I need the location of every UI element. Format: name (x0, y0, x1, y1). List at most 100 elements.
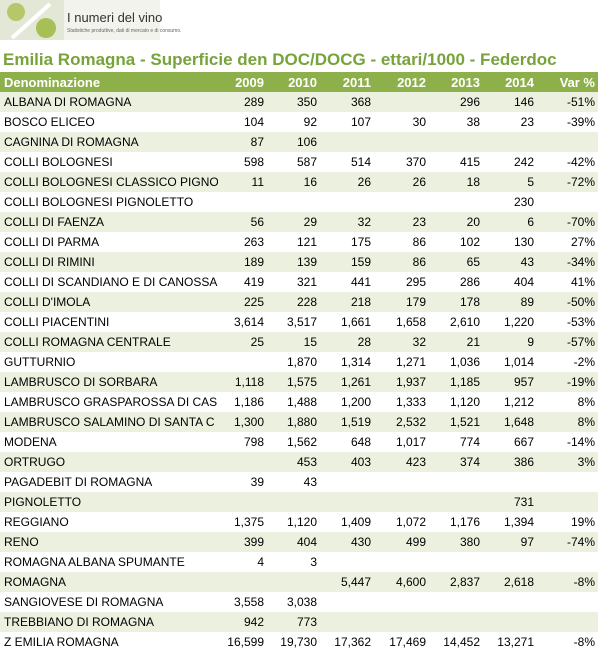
table-row: ROMAGNA 5,447 4,600 2,837 2,618 -8% (0, 572, 598, 592)
cell (429, 192, 483, 212)
cell: 1,333 (374, 392, 429, 412)
cell: 415 (429, 152, 483, 172)
cell (537, 472, 598, 492)
table-row: ORTRUGO 453 403 423 374 386 3% (0, 452, 598, 472)
row-label: RENO (0, 532, 218, 552)
cell: 295 (374, 272, 429, 292)
row-label: COLLI D'IMOLA (0, 292, 218, 312)
cell (483, 592, 537, 612)
row-label: ALBANA DI ROMAGNA (0, 92, 218, 112)
cell: 499 (374, 532, 429, 552)
cell (483, 132, 537, 152)
row-label: COLLI PIACENTINI (0, 312, 218, 332)
cell (218, 352, 267, 372)
cell (267, 192, 320, 212)
cell: 20 (429, 212, 483, 232)
cell: 17,469 (374, 632, 429, 652)
cell (218, 452, 267, 472)
cell: 228 (267, 292, 320, 312)
cell: 32 (374, 332, 429, 352)
cell (429, 552, 483, 572)
cell: 86 (374, 252, 429, 272)
table-row: RENO 399 404 430 499 380 97 -74% (0, 532, 598, 552)
cell: 92 (267, 112, 320, 132)
cell: 5,447 (320, 572, 374, 592)
cell: 18 (429, 172, 483, 192)
cell: 1,409 (320, 512, 374, 532)
cell: 1,200 (320, 392, 374, 412)
row-label: MODENA (0, 432, 218, 452)
cell: 798 (218, 432, 267, 452)
cell: 39 (218, 472, 267, 492)
table-row: LAMBRUSCO SALAMINO DI SANTA C 1,300 1,880 1… (0, 412, 598, 432)
cell: 1,120 (429, 392, 483, 412)
cell: 102 (429, 232, 483, 252)
cell (320, 552, 374, 572)
cell: -34% (537, 252, 598, 272)
table-row: ROMAGNA ALBANA SPUMANTE 4 3 (0, 552, 598, 572)
cell (429, 492, 483, 512)
table-row: COLLI DI SCANDIANO E DI CANOSSA 419 321 441… (0, 272, 598, 292)
cell: 1,300 (218, 412, 267, 432)
cell (537, 612, 598, 632)
cell: 1,176 (429, 512, 483, 532)
cell: 139 (267, 252, 320, 272)
cell: 230 (483, 192, 537, 212)
cell: 1,036 (429, 352, 483, 372)
cell: 121 (267, 232, 320, 252)
cell: 667 (483, 432, 537, 452)
cell: 598 (218, 152, 267, 172)
cell: 286 (429, 272, 483, 292)
column-header: 2014 (483, 72, 537, 92)
cell: 107 (320, 112, 374, 132)
row-label: GUTTURNIO (0, 352, 218, 372)
cell: -39% (537, 112, 598, 132)
table-row: COLLI BOLOGNESI 598 587 514 370 415 242 -42% (0, 152, 598, 172)
cell: -70% (537, 212, 598, 232)
cell: 289 (218, 92, 267, 112)
cell: 38 (429, 112, 483, 132)
cell: 23 (483, 112, 537, 132)
row-label: LAMBRUSCO DI SORBARA (0, 372, 218, 392)
cell: 159 (320, 252, 374, 272)
table-row: REGGIANO 1,375 1,120 1,409 1,072 1,176 1,394 19… (0, 512, 598, 532)
cell (218, 192, 267, 212)
cell: 32 (320, 212, 374, 232)
cell: 419 (218, 272, 267, 292)
cell: 263 (218, 232, 267, 252)
cell: 8% (537, 412, 598, 432)
cell (429, 132, 483, 152)
cell: 374 (429, 452, 483, 472)
table-row: COLLI DI FAENZA 56 29 32 23 20 6 -70% (0, 212, 598, 232)
cell: 2,532 (374, 412, 429, 432)
cell: 26 (320, 172, 374, 192)
cell: 648 (320, 432, 374, 452)
table-row: LAMBRUSCO GRASPAROSSA DI CAS 1,186 1,488 1,… (0, 392, 598, 412)
cell: 1,072 (374, 512, 429, 532)
cell (218, 492, 267, 512)
cell (374, 192, 429, 212)
column-header: 2010 (267, 72, 320, 92)
cell: 30 (374, 112, 429, 132)
cell: 28 (320, 332, 374, 352)
cell: 368 (320, 92, 374, 112)
cell (267, 572, 320, 592)
table-row: COLLI DI PARMA 263 121 175 86 102 130 27% (0, 232, 598, 252)
cell: -14% (537, 432, 598, 452)
cell: 89 (483, 292, 537, 312)
cell (537, 492, 598, 512)
cell: 423 (374, 452, 429, 472)
cell (218, 572, 267, 592)
cell: 1,575 (267, 372, 320, 392)
cell: 1,519 (320, 412, 374, 432)
cell: 56 (218, 212, 267, 232)
table-row: Z EMILIA ROMAGNA 16,599 19,730 17,362 17,469… (0, 632, 598, 652)
cell: 1,220 (483, 312, 537, 332)
cell (374, 552, 429, 572)
cell: 1,658 (374, 312, 429, 332)
cell (320, 612, 374, 632)
cell: 86 (374, 232, 429, 252)
row-label: Z EMILIA ROMAGNA (0, 632, 218, 652)
table-row: PIGNOLETTO 731 (0, 492, 598, 512)
cell: 1,014 (483, 352, 537, 372)
